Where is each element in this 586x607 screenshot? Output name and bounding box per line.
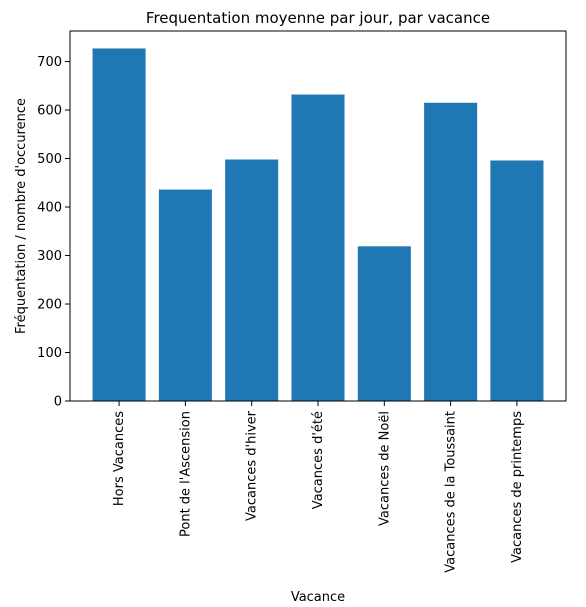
x-axis: Hors Vacances Pont de l'Ascension Vacances… xyxy=(112,401,525,573)
x-tick-label: Pont de l'Ascension xyxy=(178,411,193,537)
y-tick-label: 0 xyxy=(54,395,62,410)
y-tick-label: 600 xyxy=(37,104,62,119)
bar xyxy=(158,189,212,401)
chart-title: Frequentation moyenne par jour, par vaca… xyxy=(146,9,490,27)
y-tick-label: 700 xyxy=(37,55,62,70)
x-tick-label: Vacances de Noël xyxy=(377,411,392,526)
x-axis-label: Vacance xyxy=(291,590,345,605)
y-tick-label: 500 xyxy=(37,152,62,167)
y-axis: 0 100 200 300 400 500 600 700 xyxy=(37,55,70,410)
bars-group xyxy=(92,48,544,402)
bar xyxy=(490,160,544,401)
bar xyxy=(92,48,146,402)
bar xyxy=(225,159,279,401)
bar xyxy=(357,246,411,401)
x-tick-label: Hors Vacances xyxy=(112,411,127,506)
y-tick-label: 200 xyxy=(37,298,62,313)
y-tick-label: 400 xyxy=(37,201,62,216)
x-tick-label: Vacances de la Toussaint xyxy=(444,411,459,573)
y-tick-label: 100 xyxy=(37,346,62,361)
y-tick-label: 300 xyxy=(37,249,62,264)
bar xyxy=(424,102,478,402)
x-tick-label: Vacances d'hiver xyxy=(245,410,260,521)
x-tick-label: Vacances d'été xyxy=(311,411,326,509)
x-tick-label: Vacances de printemps xyxy=(510,411,525,563)
y-axis-label: Fréquentation / nombre d'occurence xyxy=(14,98,29,334)
bar xyxy=(291,94,345,401)
